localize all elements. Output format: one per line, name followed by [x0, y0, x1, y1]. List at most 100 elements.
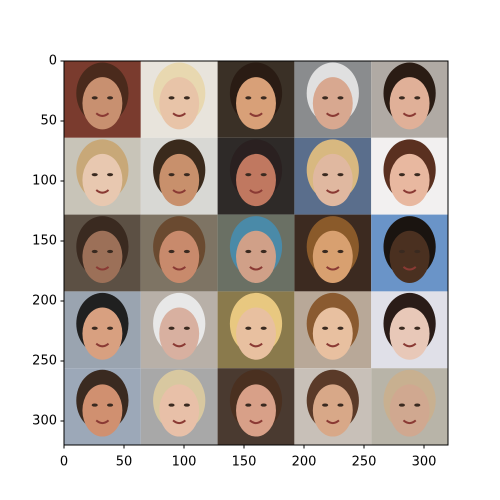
- x-tick-label: 0: [60, 455, 68, 470]
- eye: [260, 403, 267, 407]
- eye: [260, 249, 267, 254]
- eye: [414, 173, 421, 177]
- face: [82, 384, 123, 437]
- face: [82, 77, 123, 130]
- eye: [91, 249, 98, 254]
- image-grid: [64, 61, 448, 445]
- eye: [91, 96, 98, 100]
- mouth: [402, 266, 417, 271]
- eye: [245, 249, 252, 254]
- eye: [414, 96, 421, 100]
- face: [389, 384, 430, 437]
- eye: [260, 173, 267, 177]
- mouth: [95, 112, 110, 117]
- eye: [245, 403, 252, 407]
- mouth: [325, 342, 340, 348]
- mouth: [95, 419, 110, 425]
- mouth: [402, 189, 417, 194]
- eye: [183, 403, 190, 407]
- eye: [414, 326, 421, 330]
- eye: [107, 403, 114, 407]
- eye: [168, 326, 175, 330]
- eye: [168, 173, 175, 177]
- face: [236, 307, 276, 360]
- face: [236, 384, 276, 437]
- y-tick-label: 250: [32, 354, 57, 369]
- mouth: [172, 419, 187, 425]
- eye: [322, 96, 329, 100]
- eye: [337, 249, 344, 254]
- eye: [398, 249, 405, 254]
- mouth: [249, 189, 263, 194]
- eye: [183, 249, 190, 254]
- mouth: [402, 342, 417, 348]
- mouth: [172, 112, 187, 117]
- face: [389, 153, 430, 207]
- mouth: [249, 112, 263, 117]
- eye: [168, 403, 175, 407]
- face: [312, 153, 353, 207]
- eye: [398, 173, 405, 177]
- face: [389, 230, 430, 283]
- mouth: [95, 189, 110, 194]
- mouth: [172, 266, 187, 271]
- x-tick-label: 300: [412, 455, 437, 470]
- face: [82, 307, 123, 360]
- face: [82, 153, 123, 207]
- face: [389, 77, 430, 130]
- eye: [322, 403, 329, 407]
- face: [236, 230, 276, 283]
- eye: [337, 173, 344, 177]
- eye: [91, 326, 98, 330]
- eye: [398, 403, 405, 407]
- axes-frame: [63, 60, 449, 446]
- mouth: [249, 266, 263, 271]
- eye: [414, 403, 421, 407]
- eye: [91, 173, 98, 177]
- eye: [107, 326, 114, 330]
- eye: [183, 326, 190, 330]
- x-tick-label: 250: [352, 455, 377, 470]
- x-tick-label: 150: [232, 455, 257, 470]
- x-tick-label: 200: [292, 455, 317, 470]
- mouth: [172, 342, 187, 348]
- mouth: [249, 342, 263, 348]
- eye: [260, 96, 267, 100]
- y-tick-label: 100: [32, 174, 57, 189]
- mouth: [325, 419, 340, 425]
- mouth: [325, 189, 340, 194]
- face: [312, 307, 353, 360]
- eye: [245, 96, 252, 100]
- mouth: [402, 112, 417, 117]
- eye: [107, 96, 114, 100]
- face: [159, 307, 200, 360]
- mouth: [95, 342, 110, 348]
- mouth: [249, 419, 263, 425]
- face: [159, 230, 200, 283]
- y-tick-label: 0: [49, 54, 57, 69]
- face: [159, 384, 200, 437]
- mouth: [172, 189, 187, 194]
- y-tick-label: 50: [40, 114, 57, 129]
- eye: [107, 173, 114, 177]
- face: [236, 153, 276, 207]
- face: [236, 77, 276, 130]
- mouth: [325, 266, 340, 271]
- eye: [337, 403, 344, 407]
- eye: [91, 403, 98, 407]
- eye: [260, 326, 267, 330]
- eye: [245, 173, 252, 177]
- eye: [398, 96, 405, 100]
- eye: [414, 249, 421, 254]
- eye: [168, 96, 175, 100]
- eye: [398, 326, 405, 330]
- y-tick-label: 300: [32, 414, 57, 429]
- face: [312, 77, 353, 130]
- eye: [337, 326, 344, 330]
- y-tick-label: 200: [32, 294, 57, 309]
- face: [312, 230, 353, 283]
- x-tick-label: 50: [116, 455, 133, 470]
- x-tick-label: 100: [172, 455, 197, 470]
- mouth: [402, 419, 417, 425]
